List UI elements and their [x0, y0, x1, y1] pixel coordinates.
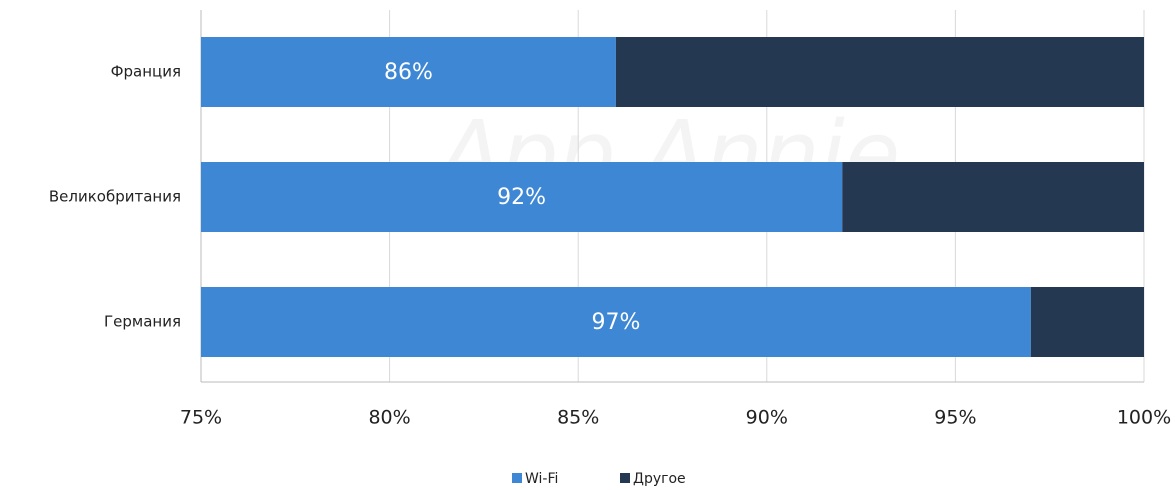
x-tick-label: 95%: [934, 407, 976, 429]
bar-segment: [201, 287, 1031, 357]
bar-segment: [201, 162, 843, 232]
y-tick-label: Великобритания: [49, 188, 181, 206]
y-tick-label: Франция: [111, 63, 181, 81]
x-tick-label: 85%: [557, 407, 599, 429]
y-tick-label: Германия: [104, 313, 181, 331]
legend-label: Wi-Fi: [525, 471, 558, 487]
bar-segment: [615, 37, 1144, 107]
data-label: 86%: [384, 60, 433, 85]
x-tick-label: 90%: [746, 407, 788, 429]
bar-segment: [1030, 287, 1144, 357]
x-tick-label: 100%: [1117, 407, 1171, 429]
legend-label: Другое: [633, 471, 686, 487]
x-tick-label: 75%: [180, 407, 222, 429]
data-label: 92%: [497, 185, 546, 210]
legend-swatch: [512, 473, 522, 483]
bar-segment: [201, 37, 616, 107]
bar-segment: [842, 162, 1144, 232]
data-label: 97%: [591, 310, 640, 335]
legend-swatch: [620, 473, 630, 483]
x-tick-label: 80%: [368, 407, 410, 429]
